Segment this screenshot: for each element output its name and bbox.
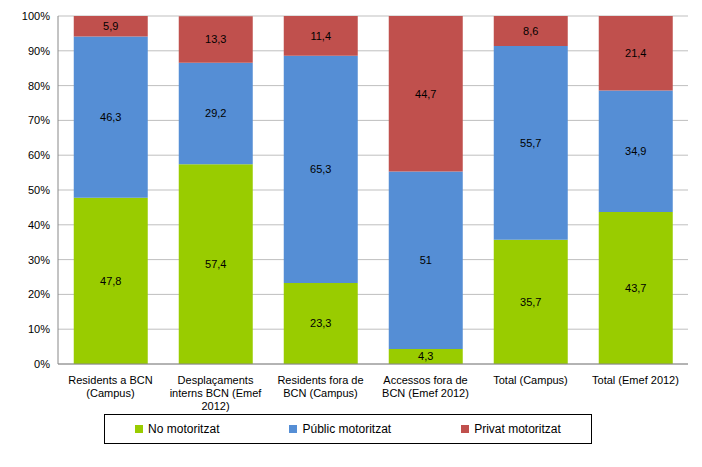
svg-text:34,9: 34,9 — [625, 145, 646, 157]
svg-text:Accessos fora deBCN (Emef 2012: Accessos fora deBCN (Emef 2012) — [382, 374, 469, 399]
svg-text:40%: 40% — [28, 219, 50, 231]
svg-text:47,8: 47,8 — [100, 275, 121, 287]
svg-text:35,7: 35,7 — [520, 296, 541, 308]
svg-text:8,6: 8,6 — [523, 25, 538, 37]
svg-text:51: 51 — [420, 254, 432, 266]
svg-text:Residents fora deBCN (Campus): Residents fora deBCN (Campus) — [277, 374, 363, 399]
svg-text:Desplaçamentsinterns BCN (Emef: Desplaçamentsinterns BCN (Emef2012) — [170, 374, 263, 412]
svg-text:29,2: 29,2 — [205, 107, 226, 119]
svg-text:80%: 80% — [28, 80, 50, 92]
svg-text:13,3: 13,3 — [205, 33, 226, 45]
svg-text:65,3: 65,3 — [310, 163, 331, 175]
svg-text:10%: 10% — [28, 323, 50, 335]
html-text:Públic motoritzat: Públic motoritzat — [302, 422, 392, 436]
html-text:No motoritzat: No motoritzat — [148, 422, 220, 436]
svg-text:21,4: 21,4 — [625, 47, 646, 59]
svg-text:60%: 60% — [28, 149, 50, 161]
svg-text:Total (Campus): Total (Campus) — [493, 374, 568, 386]
svg-text:43,7: 43,7 — [625, 282, 646, 294]
svg-text:Total (Emef 2012): Total (Emef 2012) — [592, 374, 679, 386]
svg-text:50%: 50% — [28, 184, 50, 196]
svg-text:Residents a BCN(Campus): Residents a BCN(Campus) — [68, 374, 152, 399]
svg-text:57,4: 57,4 — [205, 258, 226, 270]
svg-text:4,3: 4,3 — [418, 350, 433, 362]
svg-text:55,7: 55,7 — [520, 137, 541, 149]
html-text:Privat motoritzat: Privat motoritzat — [474, 422, 561, 436]
svg-text:5,9: 5,9 — [103, 20, 118, 32]
svg-text:46,3: 46,3 — [100, 111, 121, 123]
svg-text:0%: 0% — [34, 358, 50, 370]
svg-text:30%: 30% — [28, 254, 50, 266]
svg-text:100%: 100% — [22, 10, 50, 22]
svg-text:90%: 90% — [28, 45, 50, 57]
svg-text:44,7: 44,7 — [415, 88, 436, 100]
svg-text:20%: 20% — [28, 288, 50, 300]
svg-text:70%: 70% — [28, 114, 50, 126]
svg-text:11,4: 11,4 — [310, 30, 331, 42]
svg-text:23,3: 23,3 — [310, 317, 331, 329]
